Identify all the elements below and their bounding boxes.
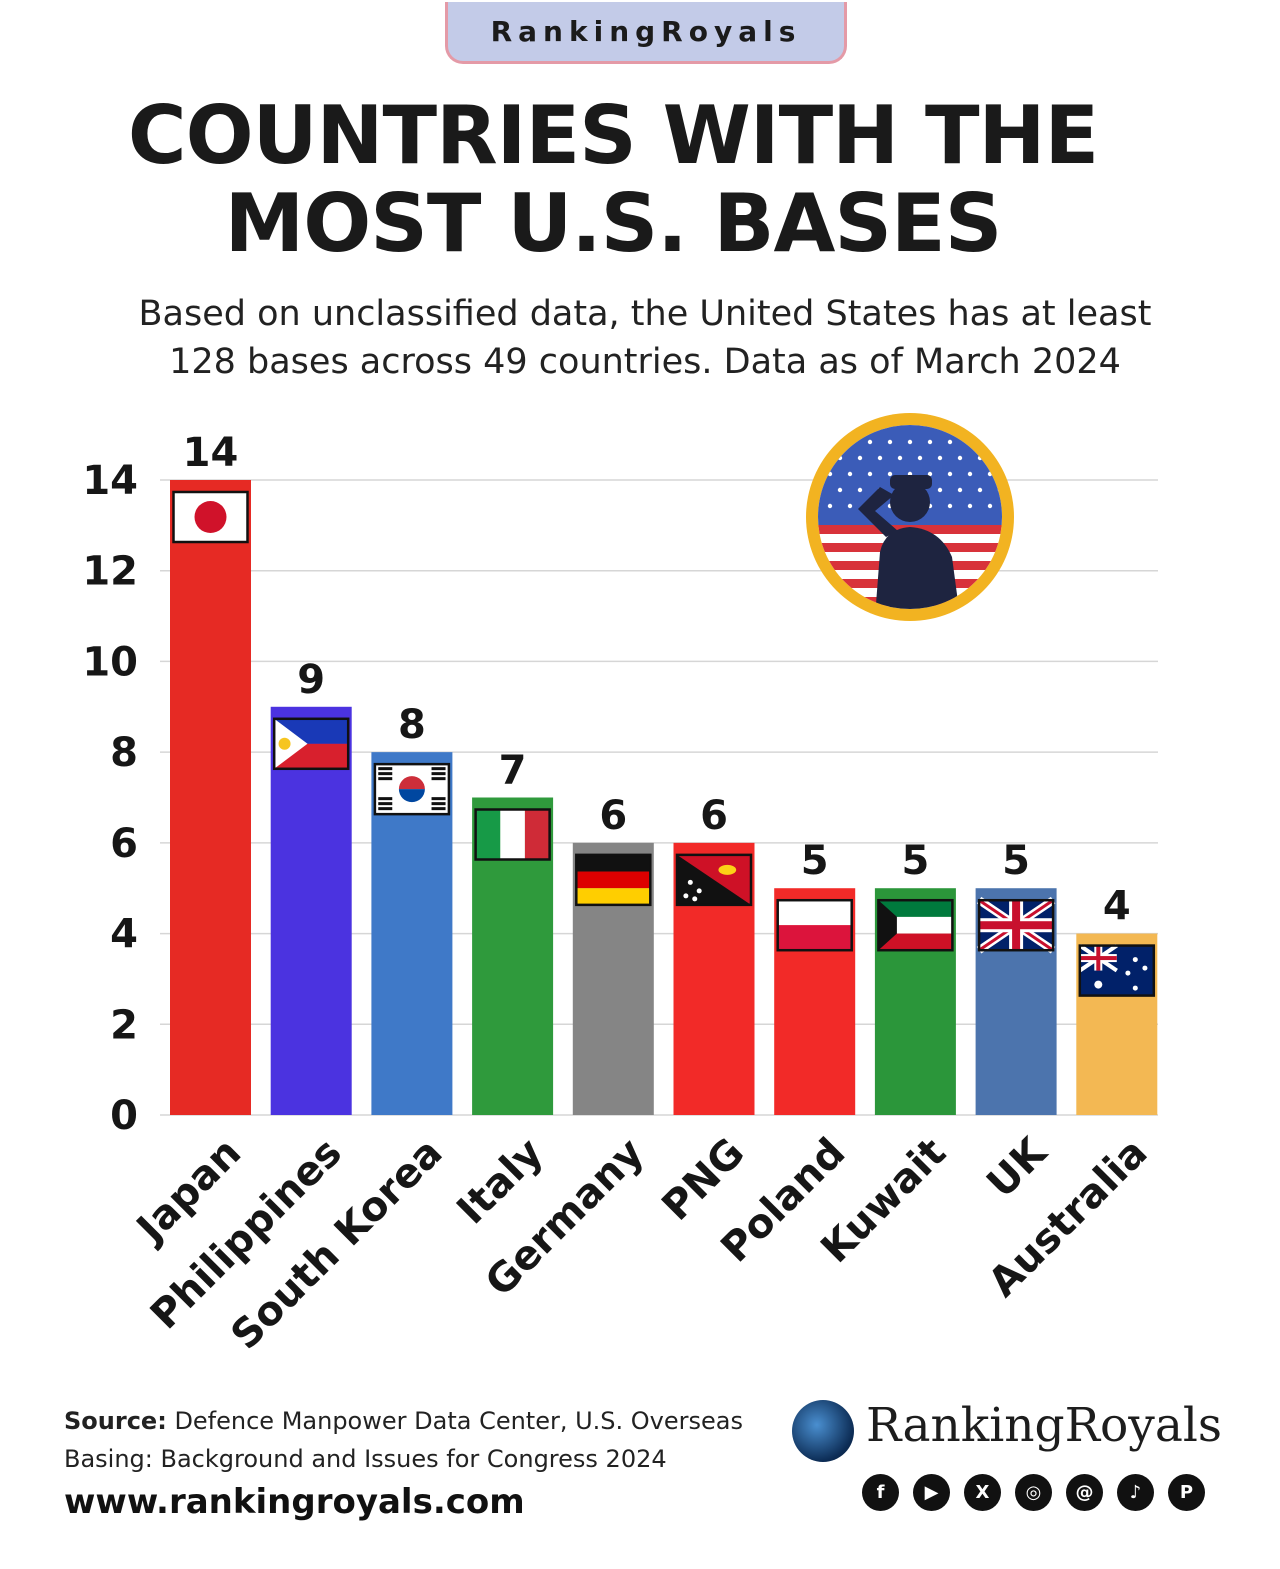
value-label-south-korea: 8 [398,702,426,748]
tiktok-icon[interactable]: ♪ [1117,1474,1154,1511]
value-labels: 14 9 8 7 6 6 5 5 5 4 [183,430,1131,930]
value-label-png: 6 [700,793,728,839]
saluting-soldier-badge-icon [806,413,1014,621]
social-links: f ▶ X ◎ @ ♪ P [862,1474,1205,1511]
value-label-uk: 5 [1002,838,1030,884]
subtitle-line-1: Based on unclassified data, the United S… [138,294,1152,334]
y-tick-label: 6 [110,821,138,867]
category-label-uk: UK [978,1128,1057,1207]
flag-italy-icon [474,808,551,861]
source-note: Source: Defence Manpower Data Center, U.… [64,1402,764,1478]
y-tick-label: 10 [82,639,138,685]
source-line-2: Basing: Background and Issues for Congre… [64,1445,667,1473]
value-label-poland: 5 [801,838,829,884]
bar-chart: 0 2 4 6 8 10 12 14 14 9 8 7 6 6 5 5 5 4 JapanPhilippines… [82,413,1158,1359]
y-tick-label: 2 [110,1002,138,1048]
value-label-germany: 6 [599,793,627,839]
y-axis-ticks: 0 2 4 6 8 10 12 14 [82,458,138,1139]
flag-poland-icon [776,898,853,952]
source-line-1: Defence Manpower Data Center, U.S. Overs… [174,1407,743,1435]
instagram-icon[interactable]: ◎ [1015,1474,1052,1511]
subtitle-line-2: 128 bases across 49 countries. Data as o… [169,342,1121,382]
flag-germany-icon [575,853,652,907]
flag-philippines-icon [272,717,350,771]
y-tick-label: 12 [82,549,138,595]
value-label-kuwait: 5 [901,838,929,884]
flag-south-korea-icon [373,762,451,816]
title-line-1: COUNTRIES WITH THE [127,89,1099,182]
bar-philippines [270,706,352,1115]
chart-title: COUNTRIES WITH THE MOST U.S. BASES [0,92,1226,268]
value-label-australia: 4 [1103,884,1131,930]
youtube-icon[interactable]: ▶ [913,1474,950,1511]
flags [172,490,1156,997]
bars [170,480,1158,1115]
y-tick-label: 0 [110,1093,138,1139]
title-line-2: MOST U.S. BASES [224,177,1003,270]
brand-badge: RankingRoyals [445,2,847,64]
y-tick-label: 14 [82,458,138,504]
source-label: Source: [64,1407,167,1435]
x-icon[interactable]: X [964,1474,1001,1511]
value-label-japan: 14 [183,430,239,476]
chart-subtitle: Based on unclassified data, the United S… [100,290,1190,386]
bar-japan [170,480,251,1115]
pinterest-icon[interactable]: P [1168,1474,1205,1511]
threads-icon[interactable]: @ [1066,1474,1103,1511]
flag-uk-icon [976,896,1056,954]
flag-png-icon [675,853,753,907]
facebook-icon[interactable]: f [862,1474,899,1511]
flag-japan-icon [172,490,249,544]
globe-logo-icon [792,1400,854,1462]
flag-kuwait-icon [877,898,954,952]
y-tick-label: 4 [110,912,138,958]
logo-text: RankingRoyals [866,1398,1223,1453]
y-tick-label: 8 [110,730,138,776]
value-label-italy: 7 [499,748,527,794]
website-link[interactable]: www.rankingroyals.com [64,1482,525,1522]
flag-australia-icon [1078,943,1156,997]
value-label-philippines: 9 [297,657,325,703]
